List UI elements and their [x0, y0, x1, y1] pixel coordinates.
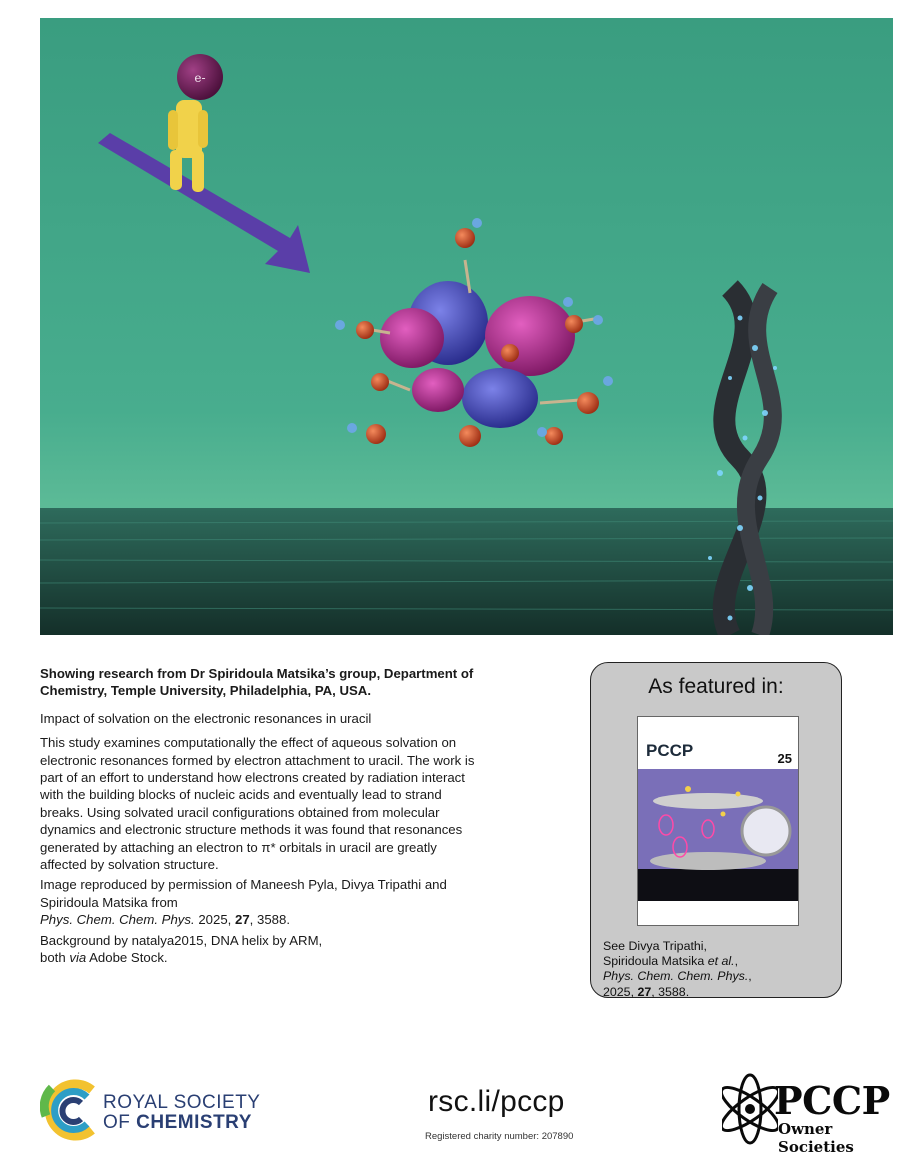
- ref-line1: See Divya Tripathi,: [603, 939, 707, 953]
- ref-comma2: ,: [748, 969, 752, 984]
- featured-heading: As featured in:: [648, 675, 784, 698]
- pccp-wordmark: PCCP: [774, 1078, 890, 1123]
- image-credit-journal: Phys. Chem. Chem. Phys.: [40, 912, 195, 928]
- uracil-molecule: [335, 218, 613, 447]
- ref-line3: Phys. Chem. Chem. Phys.,: [603, 969, 752, 984]
- ref-line2: Spiridoula Matsika et al.,: [603, 954, 752, 969]
- rsc-bold: CHEMISTRY: [136, 1112, 252, 1133]
- rsc-name-line1: ROYAL SOCIETY: [103, 1092, 261, 1113]
- charity-number: Registered charity number: 207890: [425, 1131, 574, 1142]
- ref-etal: et al.: [707, 954, 735, 969]
- rsc-name-line2: OF CHEMISTRY: [103, 1112, 252, 1134]
- background-credit-via: via: [69, 950, 87, 966]
- background-credit: Background by natalya2015, DNA helix by …: [40, 932, 480, 967]
- cover-title: PCCP: [646, 741, 694, 760]
- background-credit-line2a: both: [40, 950, 70, 966]
- background-credit-line1: Background by natalya2015, DNA helix by …: [40, 932, 323, 948]
- electron-figure: e-: [168, 54, 223, 192]
- owner-societies-label: Owner Societies: [778, 1120, 854, 1156]
- cover-anniversary: 25: [777, 751, 792, 766]
- image-credit-year: 2025,: [198, 912, 232, 928]
- ref-volume: 27: [637, 984, 652, 999]
- journal-cover-thumbnail[interactable]: PCCP 25: [637, 716, 799, 926]
- arrow-graphic: [98, 133, 310, 273]
- atom-icon: [722, 1073, 778, 1145]
- ref-page: , 3588.: [651, 984, 690, 999]
- dna-helix: [708, 280, 782, 635]
- image-credit-line: Image reproduced by permission of Manees…: [40, 877, 447, 910]
- ref-journal: Phys. Chem. Chem. Phys.: [603, 969, 749, 984]
- rsc-prefix: OF: [103, 1112, 137, 1133]
- image-credit: Image reproduced by permission of Manees…: [40, 876, 480, 928]
- ref-year: 2025,: [603, 984, 638, 999]
- journal-url[interactable]: rsc.li/pccp: [428, 1085, 565, 1118]
- ref-line4: 2025, 27, 3588.: [603, 985, 752, 1000]
- description-column: Showing research from Dr Spiridoula Mats…: [40, 665, 480, 967]
- pccp-owner-societies-logo[interactable]: PCCP Owner Societies: [722, 1070, 902, 1156]
- background-credit-line2b: Adobe Stock.: [86, 950, 168, 966]
- ref-author: Spiridoula Matsika: [603, 954, 708, 969]
- electron-label: e-: [194, 71, 205, 85]
- image-credit-page: , 3588.: [249, 912, 291, 928]
- ref-comma: ,: [734, 954, 739, 969]
- abstract-text: This study examines computationally the …: [40, 735, 475, 873]
- cover-artwork: e-: [40, 18, 893, 635]
- cover-art: [638, 769, 798, 901]
- research-group: Showing research from Dr Spiridoula Mats…: [40, 666, 474, 699]
- image-credit-volume: 27: [235, 912, 250, 928]
- article-title: Impact of solvation on the electronic re…: [40, 710, 372, 726]
- rsc-emblem-icon: [40, 1079, 95, 1141]
- rsc-logo[interactable]: ROYAL SOCIETY OF CHEMISTRY: [40, 1078, 280, 1144]
- featured-box: As featured in: PCCP 25 See Divya Tripat…: [590, 662, 842, 1000]
- featured-reference: See Divya Tripathi, Spiridoula Matsika e…: [603, 939, 752, 1000]
